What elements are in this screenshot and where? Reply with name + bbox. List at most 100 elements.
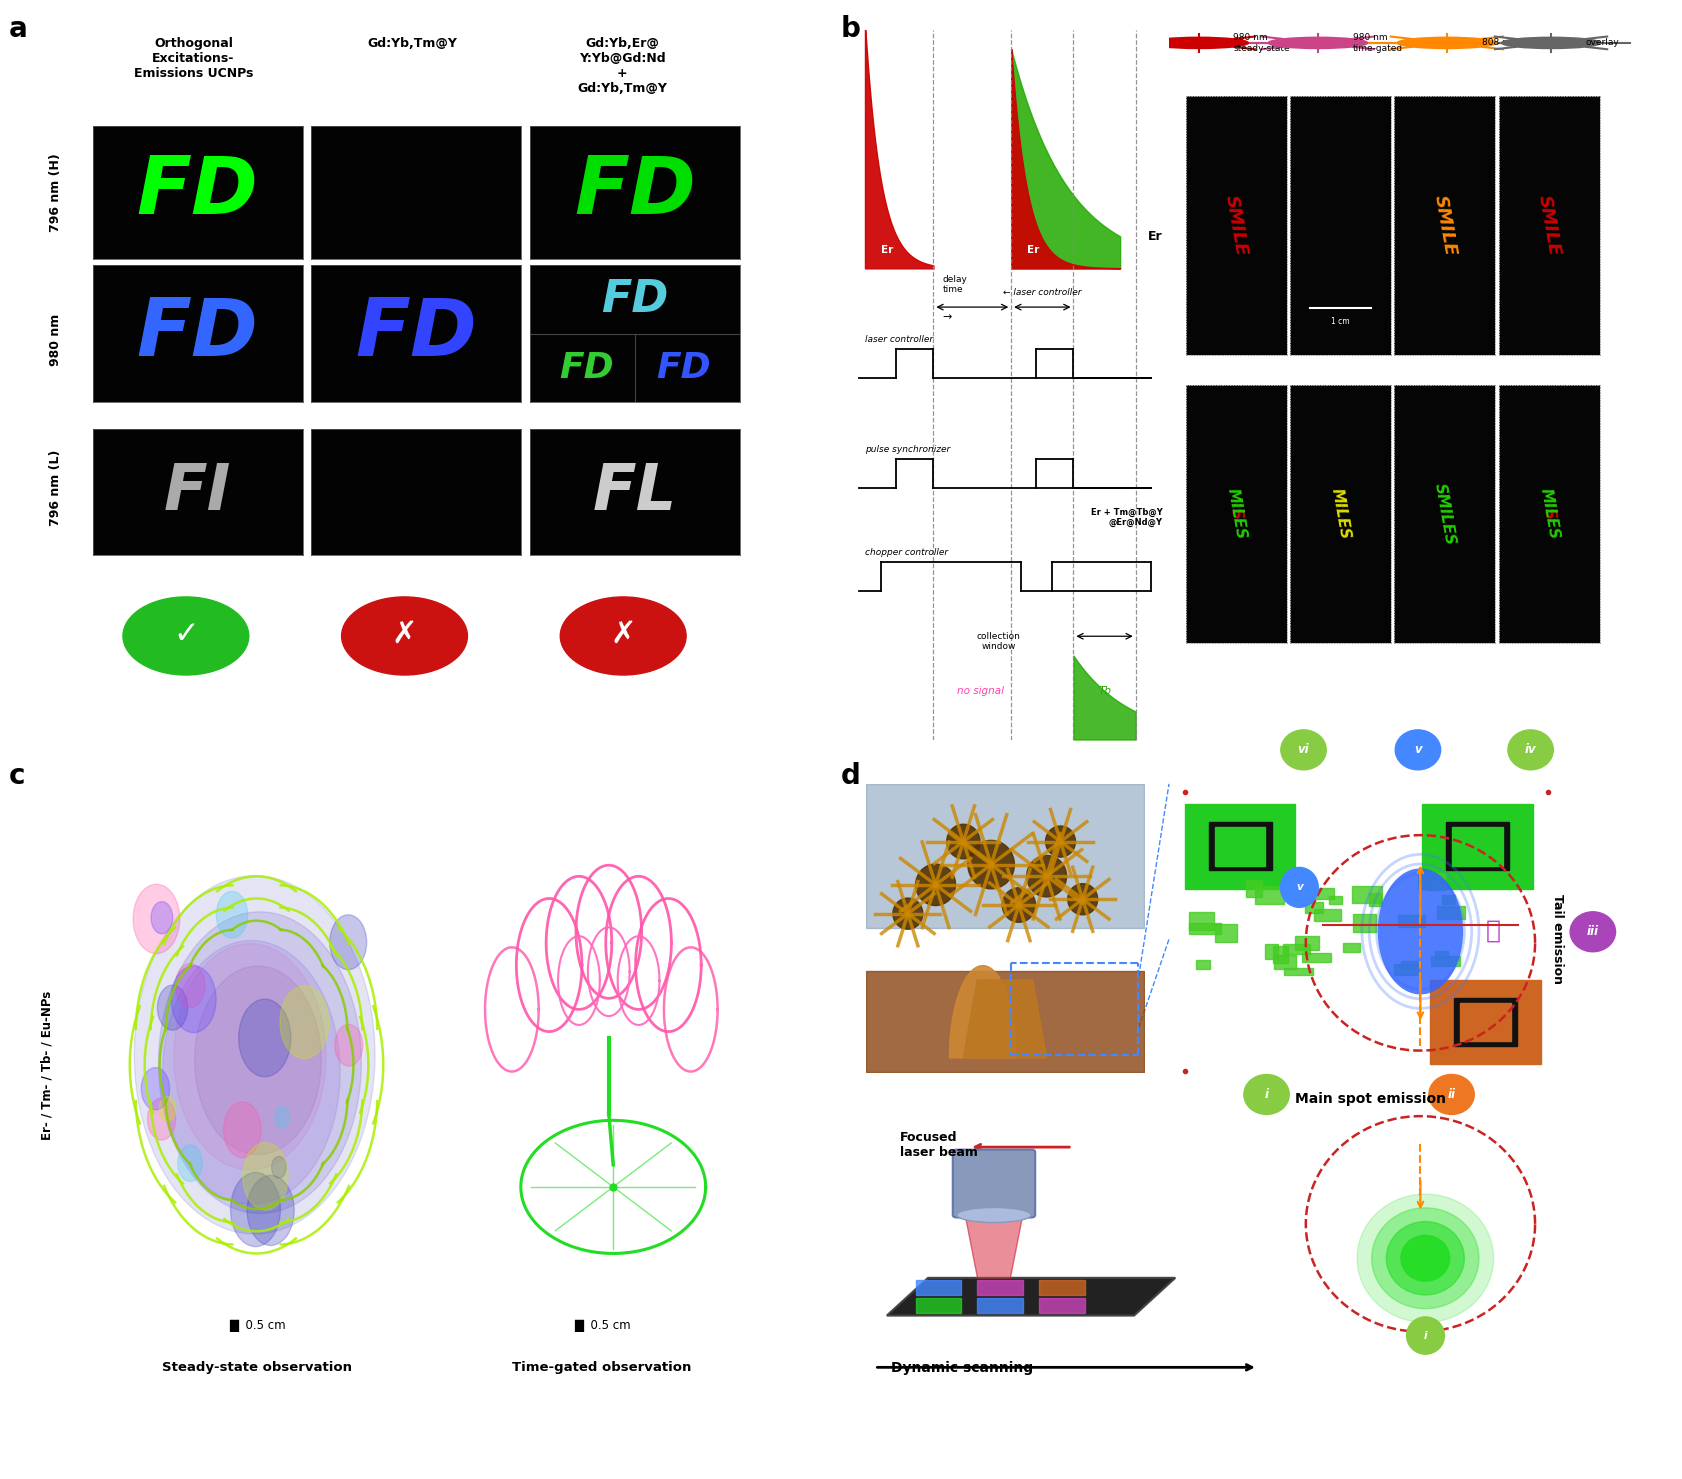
Circle shape — [893, 898, 923, 929]
Text: c: c — [8, 762, 25, 790]
Text: FD: FD — [136, 294, 259, 373]
Circle shape — [1149, 37, 1248, 49]
Bar — [1426, 873, 1445, 890]
Text: Dynamic scanning: Dynamic scanning — [891, 1361, 1033, 1374]
Text: SMILE: SMILE — [1431, 194, 1458, 257]
Text: MILES: MILES — [1224, 487, 1248, 541]
Circle shape — [239, 1000, 291, 1077]
Bar — [1460, 1003, 1510, 1041]
Text: 808 nm: 808 nm — [1482, 38, 1515, 47]
Polygon shape — [886, 1278, 1176, 1316]
Bar — [1196, 960, 1211, 969]
Bar — [1295, 936, 1319, 950]
Text: no signal: no signal — [957, 686, 1004, 697]
Circle shape — [947, 824, 981, 859]
Text: █  0.5 cm: █ 0.5 cm — [229, 1319, 286, 1333]
Text: Er- / Tm- / Tb- / Eu-NPs: Er- / Tm- / Tb- / Eu-NPs — [40, 991, 54, 1139]
Circle shape — [160, 1096, 177, 1121]
Text: ← laser controller: ← laser controller — [1002, 288, 1082, 297]
Bar — [1421, 803, 1532, 889]
Bar — [1039, 1299, 1085, 1313]
Text: vi: vi — [1299, 744, 1309, 756]
Circle shape — [967, 840, 1014, 889]
Text: FI: FI — [163, 461, 232, 522]
Text: SMILES: SMILES — [1431, 482, 1458, 546]
Text: a: a — [8, 15, 27, 43]
Circle shape — [148, 1099, 175, 1140]
Bar — [1435, 951, 1448, 960]
Text: FD: FD — [355, 294, 478, 373]
Bar — [1369, 892, 1381, 905]
Bar — [1189, 911, 1214, 930]
Circle shape — [1401, 1235, 1450, 1281]
Polygon shape — [949, 966, 1016, 1057]
Text: FD: FD — [136, 154, 259, 231]
Circle shape — [224, 1102, 261, 1158]
Polygon shape — [195, 966, 321, 1155]
Text: FD: FD — [656, 351, 710, 385]
Bar — [1283, 967, 1314, 975]
Circle shape — [1268, 37, 1367, 49]
Text: Tail emission: Tail emission — [1551, 895, 1564, 984]
Text: MILES: MILES — [1537, 487, 1561, 541]
Circle shape — [1280, 867, 1319, 908]
Text: pulse synchronizer: pulse synchronizer — [865, 445, 950, 454]
Circle shape — [175, 963, 205, 1007]
Circle shape — [151, 902, 173, 933]
Circle shape — [247, 1176, 294, 1245]
Text: i: i — [1265, 1089, 1268, 1100]
Text: FD: FD — [600, 278, 669, 321]
Bar — [977, 1281, 1023, 1296]
Text: 980 nm
steady-state: 980 nm steady-state — [1233, 33, 1290, 53]
Text: overlay: overlay — [1586, 38, 1620, 47]
Circle shape — [217, 892, 247, 938]
Text: 980 nm
time-gated: 980 nm time-gated — [1352, 33, 1403, 53]
Bar — [1184, 803, 1295, 889]
Text: 980 nm: 980 nm — [49, 314, 62, 367]
Text: SMILE: SMILE — [1536, 194, 1563, 257]
Bar — [915, 1281, 960, 1296]
Text: collection
window: collection window — [977, 632, 1021, 651]
Text: Er: Er — [881, 246, 893, 256]
Circle shape — [1406, 1316, 1445, 1355]
Text: Er: Er — [1028, 246, 1039, 256]
Circle shape — [141, 1068, 170, 1109]
Text: 仪: 仪 — [1485, 918, 1500, 944]
Bar — [1302, 952, 1332, 963]
Text: v: v — [1295, 883, 1304, 892]
Bar — [1208, 822, 1272, 870]
Text: chopper controller: chopper controller — [865, 547, 949, 558]
Polygon shape — [965, 1216, 1023, 1278]
Bar — [1398, 916, 1425, 927]
Circle shape — [330, 916, 367, 970]
Bar — [1273, 955, 1295, 969]
Bar — [1441, 895, 1455, 904]
Bar — [1329, 896, 1342, 904]
Text: S: S — [1228, 507, 1245, 521]
Bar — [1431, 955, 1460, 966]
Text: FD: FD — [574, 154, 696, 231]
Text: Steady-state observation: Steady-state observation — [163, 1361, 352, 1374]
Bar — [915, 1299, 960, 1313]
Circle shape — [230, 1173, 281, 1247]
Text: ✗: ✗ — [392, 620, 417, 649]
Bar — [1283, 944, 1310, 954]
Text: █  0.5 cm: █ 0.5 cm — [574, 1319, 631, 1333]
Text: Main spot emission: Main spot emission — [1295, 1092, 1447, 1105]
Bar — [1352, 886, 1383, 902]
Bar — [1445, 822, 1509, 870]
Bar — [1255, 886, 1285, 904]
Text: d: d — [841, 762, 861, 790]
Bar — [1401, 961, 1420, 967]
Bar — [1436, 907, 1465, 918]
Text: v: v — [1415, 744, 1421, 756]
Circle shape — [560, 598, 686, 674]
Bar — [1039, 1281, 1085, 1296]
Text: 796 nm (L): 796 nm (L) — [49, 450, 62, 527]
Text: iv: iv — [1526, 744, 1536, 756]
Circle shape — [1357, 1194, 1494, 1322]
Polygon shape — [158, 913, 362, 1214]
Circle shape — [1026, 855, 1066, 896]
Circle shape — [1002, 887, 1036, 923]
Circle shape — [1068, 883, 1098, 916]
